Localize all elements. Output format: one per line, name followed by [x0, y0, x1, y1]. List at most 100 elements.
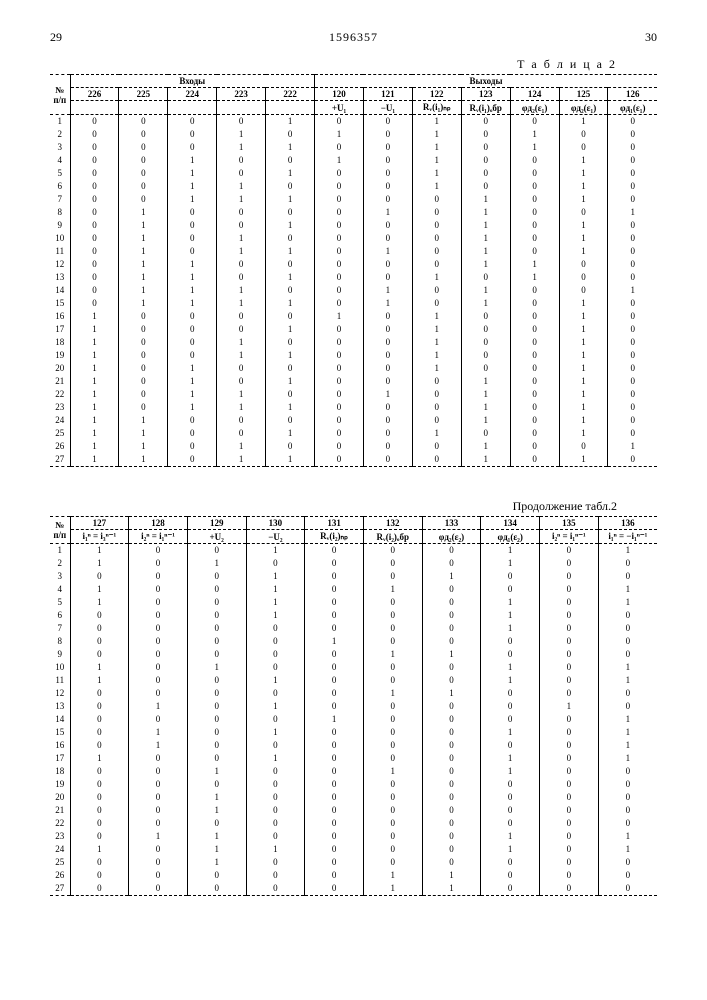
- cell: 1: [461, 440, 510, 453]
- cell: 1: [119, 271, 168, 284]
- cell: 0: [266, 128, 315, 141]
- cell: 10: [50, 232, 70, 245]
- cell: 0: [363, 752, 422, 765]
- cell: 0: [187, 596, 246, 609]
- col-header: +U₂: [187, 530, 246, 544]
- cell: 0: [363, 609, 422, 622]
- cell: 5: [50, 596, 70, 609]
- cell: 1: [461, 193, 510, 206]
- cell: 0: [119, 180, 168, 193]
- cell: 0: [70, 284, 119, 297]
- cell: 0: [70, 167, 119, 180]
- cell: 14: [50, 284, 70, 297]
- cell: 6: [50, 180, 70, 193]
- cell: 0: [168, 440, 217, 453]
- cell: 0: [305, 583, 364, 596]
- cell: 0: [559, 141, 608, 154]
- table-row: 7001110001010: [50, 193, 657, 206]
- cell: 0: [481, 804, 540, 817]
- cell: 0: [315, 297, 364, 310]
- cell: 13: [50, 271, 70, 284]
- table-row: 130101000010: [50, 700, 657, 713]
- cell: 1: [70, 310, 119, 323]
- cell: 0: [363, 349, 412, 362]
- cell: 0: [540, 713, 599, 726]
- cell: 0: [412, 206, 461, 219]
- cell: 1: [363, 388, 412, 401]
- cell: 0: [510, 453, 559, 467]
- cell: 0: [608, 323, 657, 336]
- cell: 0: [559, 271, 608, 284]
- cell: 16: [50, 739, 70, 752]
- cell: 0: [315, 362, 364, 375]
- cell: 0: [363, 362, 412, 375]
- cell: 0: [129, 791, 188, 804]
- cell: 1: [461, 297, 510, 310]
- cell: 1: [217, 141, 266, 154]
- cell: 0: [363, 453, 412, 467]
- cell: 1: [246, 596, 305, 609]
- table-row: 200010000000: [50, 791, 657, 804]
- table-row: 51001000101: [50, 596, 657, 609]
- cell: 1: [412, 323, 461, 336]
- cell: 0: [461, 128, 510, 141]
- cell: 0: [129, 843, 188, 856]
- cell: 1: [461, 245, 510, 258]
- table-row: 30001001000: [50, 570, 657, 583]
- cell: 1: [168, 375, 217, 388]
- cell: 0: [422, 778, 481, 791]
- cell: 1: [305, 713, 364, 726]
- cell: 0: [608, 297, 657, 310]
- cell: 0: [540, 765, 599, 778]
- cell: 0: [608, 193, 657, 206]
- cell: 1: [559, 232, 608, 245]
- cell: 1: [187, 804, 246, 817]
- cell: 10: [50, 661, 70, 674]
- cell: 1: [266, 271, 315, 284]
- cell: 0: [510, 297, 559, 310]
- cell: 0: [266, 206, 315, 219]
- cell: 0: [363, 778, 422, 791]
- cell: 15: [50, 726, 70, 739]
- cell: 0: [305, 869, 364, 882]
- cell: 0: [363, 375, 412, 388]
- cell: 0: [598, 635, 657, 648]
- cell: 1: [412, 310, 461, 323]
- cell: 0: [246, 791, 305, 804]
- cell: 1: [217, 349, 266, 362]
- cell: 0: [412, 375, 461, 388]
- cell: 22: [50, 388, 70, 401]
- cell: 0: [70, 882, 129, 896]
- cell: 1: [266, 219, 315, 232]
- cell: 0: [422, 752, 481, 765]
- cell: 0: [246, 778, 305, 791]
- cell: 0: [363, 128, 412, 141]
- cell: 0: [246, 882, 305, 896]
- cell: 0: [70, 258, 119, 271]
- cell: 0: [129, 570, 188, 583]
- cell: 0: [305, 856, 364, 869]
- cell: 1: [412, 271, 461, 284]
- cell: 0: [168, 414, 217, 427]
- cell: 0: [363, 830, 422, 843]
- cell: 1: [363, 869, 422, 882]
- cell: 18: [50, 765, 70, 778]
- cell: 0: [363, 414, 412, 427]
- cell: 0: [217, 310, 266, 323]
- cell: 0: [315, 349, 364, 362]
- cell: 9: [50, 648, 70, 661]
- cell: 1: [510, 271, 559, 284]
- cell: 0: [363, 427, 412, 440]
- cell: 0: [187, 648, 246, 661]
- cell: 0: [422, 843, 481, 856]
- cell: 1: [559, 336, 608, 349]
- col-header: 126: [608, 88, 657, 101]
- cell: 1: [246, 726, 305, 739]
- cell: 0: [461, 271, 510, 284]
- col-header: [266, 101, 315, 115]
- cell: 0: [246, 869, 305, 882]
- cell: 0: [608, 336, 657, 349]
- cell: 0: [168, 427, 217, 440]
- cell: 0: [481, 687, 540, 700]
- table-row: 18100100010010: [50, 336, 657, 349]
